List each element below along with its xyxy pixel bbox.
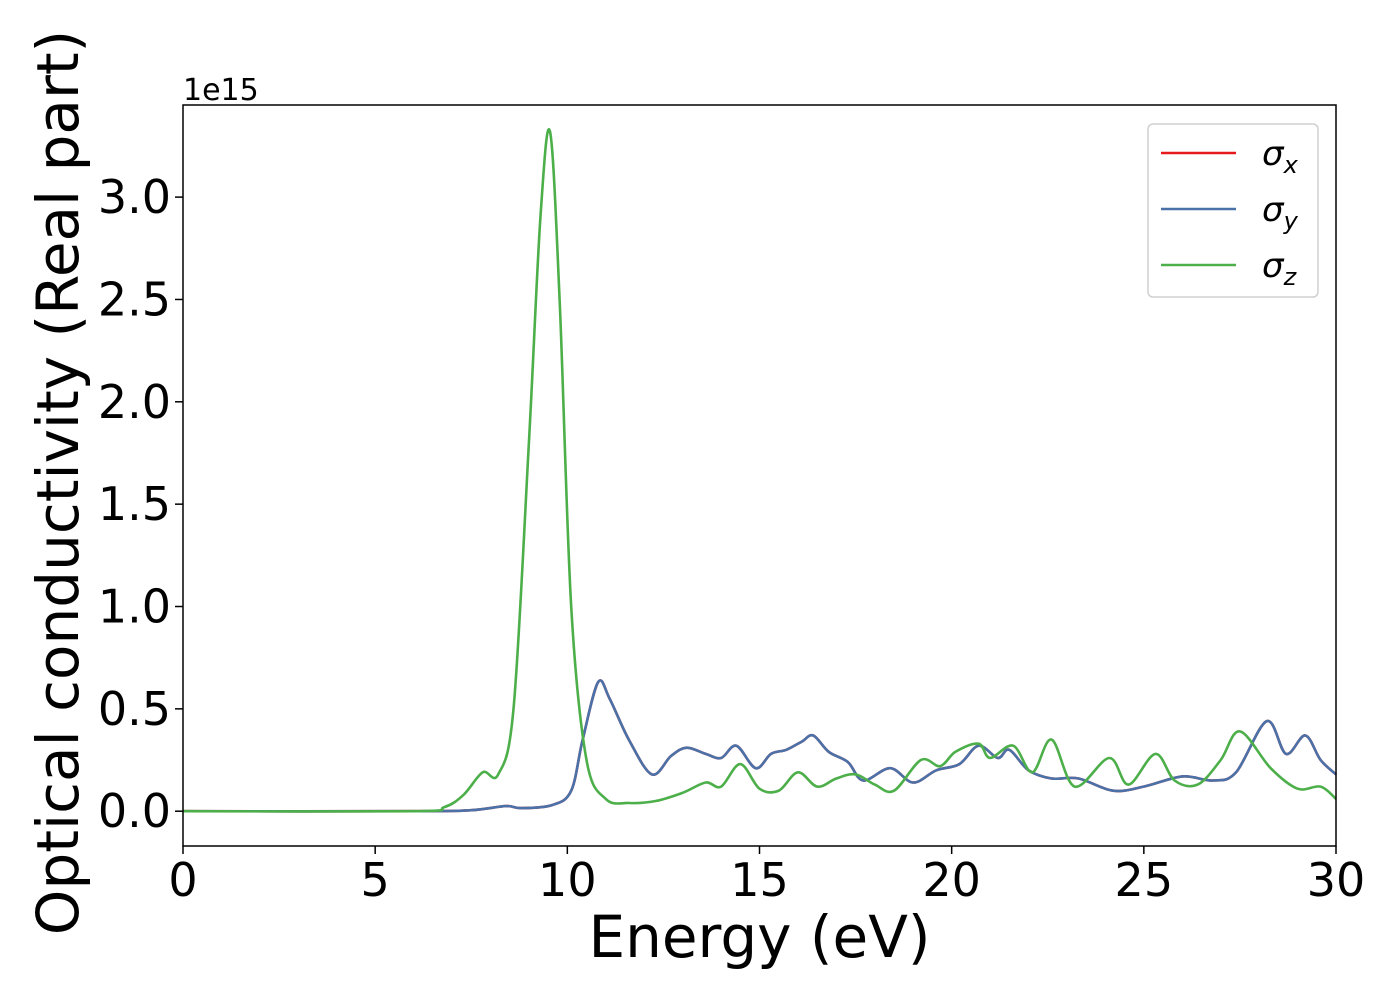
- legend-box: [1147, 123, 1319, 298]
- x-tick-label: 5: [361, 853, 390, 907]
- y-tick-label: 3.0: [98, 170, 171, 224]
- x-tick-label: 10: [538, 853, 597, 907]
- legend-subscript: y: [1283, 207, 1299, 235]
- series-line-z: [182, 128, 1337, 813]
- x-tick-label: 30: [1307, 853, 1366, 907]
- x-tick-label: 25: [1115, 853, 1174, 907]
- legend-symbol: σ: [1262, 190, 1285, 230]
- series-line-y: [182, 679, 1337, 813]
- legend-symbol: σ: [1262, 246, 1285, 286]
- legend-label-z: σz: [1262, 246, 1298, 291]
- legend-label-x: σx: [1262, 134, 1299, 179]
- y-axis-offset-label: 1e15: [183, 73, 259, 108]
- legend-subscript: z: [1283, 263, 1298, 291]
- legend-symbol: σ: [1262, 134, 1285, 174]
- y-tick-label: 0.5: [98, 682, 171, 736]
- y-tick-label: 1.5: [98, 477, 171, 531]
- x-tick-label: 0: [168, 853, 197, 907]
- series-line-x: [182, 679, 1337, 813]
- y-tick-label: 0.0: [98, 784, 171, 838]
- x-tick-label: 15: [730, 853, 789, 907]
- y-tick-label: 2.5: [98, 272, 171, 326]
- y-axis-label: Optical conductivity (Real part): [24, 30, 92, 935]
- x-tick-label: 20: [922, 853, 981, 907]
- legend-label-y: σy: [1262, 190, 1299, 235]
- series-layer: [182, 128, 1337, 813]
- y-tick-label: 2.0: [98, 375, 171, 429]
- x-axis-label: Energy (eV): [588, 903, 930, 971]
- legend-subscript: x: [1283, 151, 1299, 179]
- x-axis-ticks: 0 5 10 15 20 25 30: [168, 846, 1365, 907]
- y-axis-ticks: 0.0 0.5 1.0 1.5 2.0 2.5 3.0: [98, 170, 183, 838]
- y-tick-label: 1.0: [98, 580, 171, 634]
